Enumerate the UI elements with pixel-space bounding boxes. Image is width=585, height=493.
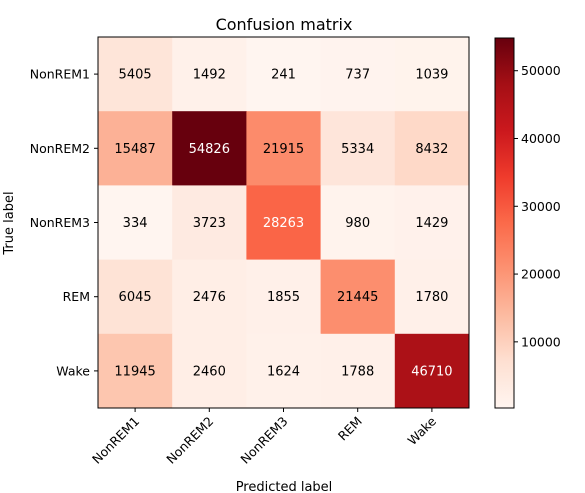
x-tick-label: Wake xyxy=(405,413,440,448)
cell-value-label: 334 xyxy=(123,216,148,231)
colorbar-ticks: 10000 20000 30000 40000 50000 xyxy=(514,63,561,349)
x-axis: NonREM1 NonREM2 NonREM3 REM Wake xyxy=(89,408,439,467)
colorbar-tick-label: 20000 xyxy=(521,267,561,282)
matrix-cell-labels: 5405 1492 241 737 1039 15487 54826 21915 5334 843… xyxy=(114,68,452,380)
matrix-cell xyxy=(172,111,247,186)
y-tick-label: Wake xyxy=(56,363,90,378)
cell-value-label: 5405 xyxy=(119,68,152,83)
matrix-cell xyxy=(246,37,322,112)
cell-value-label: 1624 xyxy=(267,364,300,379)
cell-value-label: 1780 xyxy=(415,290,448,305)
y-axis-label: True label xyxy=(2,191,17,255)
matrix-cell xyxy=(172,259,247,335)
colorbar-tick-label: 30000 xyxy=(521,199,561,214)
matrix-cell xyxy=(320,37,396,112)
cell-value-label: 6045 xyxy=(119,290,152,305)
cell-value-label: 11945 xyxy=(114,364,155,379)
matrix-cells xyxy=(98,37,470,409)
y-tick-label: REM xyxy=(63,289,90,304)
matrix-cell xyxy=(394,333,470,409)
cell-value-label: 1855 xyxy=(267,290,300,305)
matrix-cell xyxy=(320,259,396,335)
matrix-cell xyxy=(246,259,322,335)
cell-value-label: 54826 xyxy=(189,142,230,157)
colorbar-tick-label: 40000 xyxy=(521,131,561,146)
cell-value-label: 3723 xyxy=(193,216,226,231)
matrix-cell xyxy=(394,259,470,335)
cell-value-label: 15487 xyxy=(114,142,155,157)
matrix-cell xyxy=(246,185,322,261)
matrix-cell xyxy=(320,185,396,261)
cell-value-label: 8432 xyxy=(415,142,448,157)
matrix-cell xyxy=(394,185,470,261)
cell-value-label: 2460 xyxy=(193,364,226,379)
cell-value-label: 2476 xyxy=(193,290,226,305)
cell-value-label: 1429 xyxy=(415,216,448,231)
matrix-cell xyxy=(172,333,247,409)
cell-value-label: 241 xyxy=(271,68,296,83)
colorbar-tick-label: 10000 xyxy=(521,334,561,349)
matrix-cell xyxy=(172,185,247,261)
cell-value-label: 28263 xyxy=(263,216,304,231)
matrix-cell xyxy=(98,37,173,112)
matrix-cell xyxy=(320,111,396,186)
cell-value-label: 5334 xyxy=(341,142,374,157)
cell-value-label: 980 xyxy=(345,216,370,231)
x-axis-label: Predicted label xyxy=(236,480,333,493)
cell-value-label: 1039 xyxy=(415,68,448,83)
cell-value-label: 46710 xyxy=(411,364,452,379)
cell-value-label: 21915 xyxy=(263,142,304,157)
cell-value-label: 737 xyxy=(345,68,370,83)
x-tick-label: NonREM3 xyxy=(237,414,290,467)
y-tick-label: NonREM1 xyxy=(30,67,90,82)
colorbar: 10000 20000 30000 40000 50000 xyxy=(494,37,561,409)
matrix-cell xyxy=(394,37,470,112)
x-tick-label: REM xyxy=(335,414,365,444)
matrix-cell xyxy=(394,111,470,186)
y-tick-label: NonREM2 xyxy=(30,141,90,156)
matrix-cell xyxy=(320,333,396,409)
matrix-cell xyxy=(98,333,173,409)
matrix-cell xyxy=(98,111,173,186)
matrix-cell xyxy=(172,37,247,112)
cell-value-label: 1788 xyxy=(341,364,374,379)
y-tick-label: NonREM3 xyxy=(30,215,90,230)
cell-value-label: 1492 xyxy=(193,68,226,83)
x-tick-label: NonREM2 xyxy=(163,414,216,467)
matrix-cell xyxy=(98,185,173,261)
x-tick-label: NonREM1 xyxy=(89,414,142,467)
colorbar-tick-label: 50000 xyxy=(521,63,561,78)
matrix-cell xyxy=(246,333,322,409)
colorbar-gradient xyxy=(494,37,515,409)
matrix-cell xyxy=(98,259,173,335)
y-axis: NonREM1 NonREM2 NonREM3 REM Wake xyxy=(30,67,98,378)
chart-title: Confusion matrix xyxy=(216,15,353,34)
matrix-cell xyxy=(246,111,322,186)
cell-value-label: 21445 xyxy=(337,290,378,305)
